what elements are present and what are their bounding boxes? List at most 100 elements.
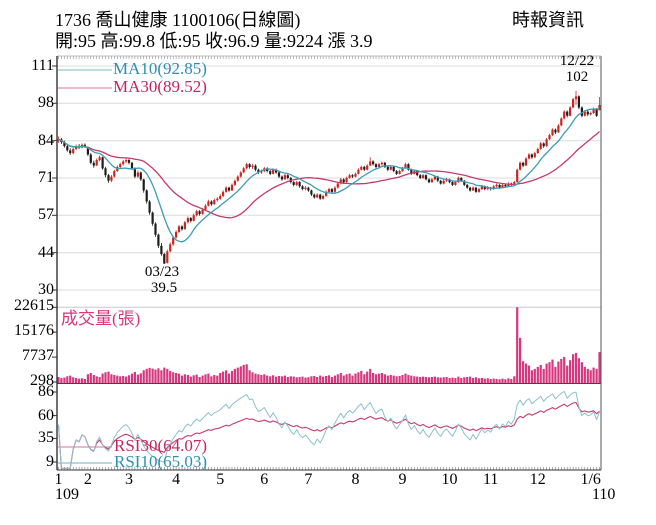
candle-body [169,244,172,252]
volume-bar [519,337,522,383]
volume-bar [269,376,272,383]
volume-bar [89,373,92,383]
volume-bar [454,378,457,383]
volume-bar [201,375,204,383]
candle-body [245,164,248,169]
candle-body [213,200,216,205]
volume-bar [407,375,410,383]
volume-bar [474,377,478,383]
candle-body [498,184,501,188]
volume-bar [524,363,528,383]
volume-bar [222,371,225,383]
volume-bar [501,378,504,383]
candle-body [442,180,445,184]
volume-bar [139,373,142,383]
volume-bar [75,378,78,383]
volume-bar [492,378,495,383]
candle-body [386,166,389,170]
volume-bar [148,367,151,383]
candle-body [301,186,304,190]
volume-bar [566,365,569,383]
candle-body [192,215,195,221]
candle-body [527,154,531,159]
volume-bar [101,373,104,383]
candle-body [69,150,72,154]
rsi30-line [57,401,600,469]
volume-bar [239,366,242,383]
candle-body [463,180,466,185]
candle-body [507,183,510,187]
candle-body [460,178,463,181]
candle-body [275,169,278,173]
candle-body [354,173,357,177]
volume-axis-label: 298 [30,372,54,389]
volume-bar [136,374,139,383]
candle-body [374,164,378,167]
candle-body [186,218,189,223]
candle-body [492,186,495,190]
candle-body [180,226,184,230]
candle-body [363,166,366,170]
volume-bar [210,376,213,383]
volume-bar [216,375,219,383]
volume-axis-label: 15176 [14,322,54,340]
volume-bar [533,368,536,383]
volume-bar [433,376,436,383]
volume-bar [266,375,269,383]
candle-body [251,165,254,167]
volume-bar [169,370,172,383]
candle-body [227,187,231,191]
volume-bar [157,368,160,383]
volume-bar [516,307,519,383]
ma10-line [58,108,600,243]
volume-bar [98,377,101,383]
candle-body [248,164,251,167]
candle-body [92,162,95,166]
candle-body [551,129,554,136]
candle-body [401,168,404,172]
price-axis-label: 57 [38,206,54,224]
candle-body [307,187,310,191]
candle-body [322,196,325,199]
volume-bar [377,373,381,383]
candle-body [286,175,289,178]
peak-date-annotation: 12/22 [559,53,595,69]
chart-title: 1736 喬山健康 1100106(日線圖) [55,10,301,30]
candle-body [298,182,301,187]
candle-body [557,125,560,133]
volume-bar [142,370,145,383]
candle-body [160,245,163,255]
candle-body [536,149,539,154]
volume-bar [172,372,175,383]
volume-bar [424,377,428,383]
candle-body [75,146,78,149]
volume-bar [133,372,136,383]
candle-body [330,189,333,192]
candle-body [280,176,284,180]
volume-bar [177,373,181,383]
volume-bar [386,375,389,383]
volume-bar [204,374,207,383]
volume-bar [345,374,348,383]
candle-body [357,169,360,174]
candle-body [283,175,286,180]
candle-body [272,169,275,174]
trough-date-annotation: 03/23 [144,264,180,280]
volume-bar [322,376,325,383]
volume-bar [119,376,122,383]
volume-bar [522,361,525,383]
candle-body [327,189,331,192]
candle-body [477,189,481,192]
volume-bar [504,379,507,383]
volume-bar [372,373,375,383]
candle-body [339,179,342,184]
volume-bar [419,377,422,383]
volume-bar [536,366,539,383]
volume-bar [351,375,354,383]
candle-body [519,162,522,170]
volume-bar [369,368,372,383]
candle-body [295,182,298,185]
volume-bar [183,374,186,383]
candle-body [319,194,322,199]
